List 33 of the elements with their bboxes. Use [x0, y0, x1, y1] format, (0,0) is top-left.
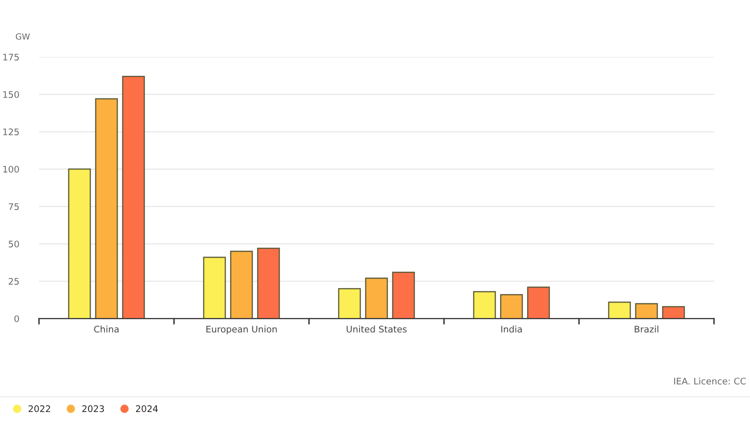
x-tick-label: China — [94, 326, 119, 333]
x-tick-label: United States — [346, 326, 407, 333]
legend-label: 2023 — [82, 405, 104, 412]
bar — [527, 286, 550, 319]
y-tick-label: 25 — [8, 278, 19, 285]
bar — [203, 256, 226, 319]
bar — [635, 303, 658, 319]
y-axis-title: GW — [16, 33, 30, 40]
y-tick-label: 50 — [8, 240, 19, 248]
y-tick-label: 150 — [3, 91, 19, 98]
y-tick-label: 175 — [3, 54, 19, 61]
bar — [95, 98, 118, 319]
x-tick-label: European Union — [206, 326, 277, 334]
bar — [662, 306, 685, 319]
legend-label: 2024 — [136, 405, 158, 412]
x-tick-label: India — [501, 326, 522, 333]
bar — [68, 168, 91, 319]
legend-label: 2022 — [28, 405, 50, 412]
y-tick-label: 75 — [8, 203, 19, 210]
bar — [230, 250, 253, 319]
bar — [473, 291, 496, 319]
bar — [500, 294, 523, 319]
y-tick-label: 100 — [3, 166, 19, 173]
text: IEA. Licence: CC — [674, 378, 746, 385]
bar — [392, 272, 415, 319]
bar — [608, 302, 631, 319]
bar — [257, 248, 280, 319]
x-tick-label: Brazil — [634, 326, 658, 333]
y-tick-label: 0 — [14, 315, 19, 322]
y-tick-label: 125 — [3, 128, 19, 136]
bar — [365, 278, 388, 319]
bar — [122, 76, 145, 319]
bar — [338, 288, 361, 319]
